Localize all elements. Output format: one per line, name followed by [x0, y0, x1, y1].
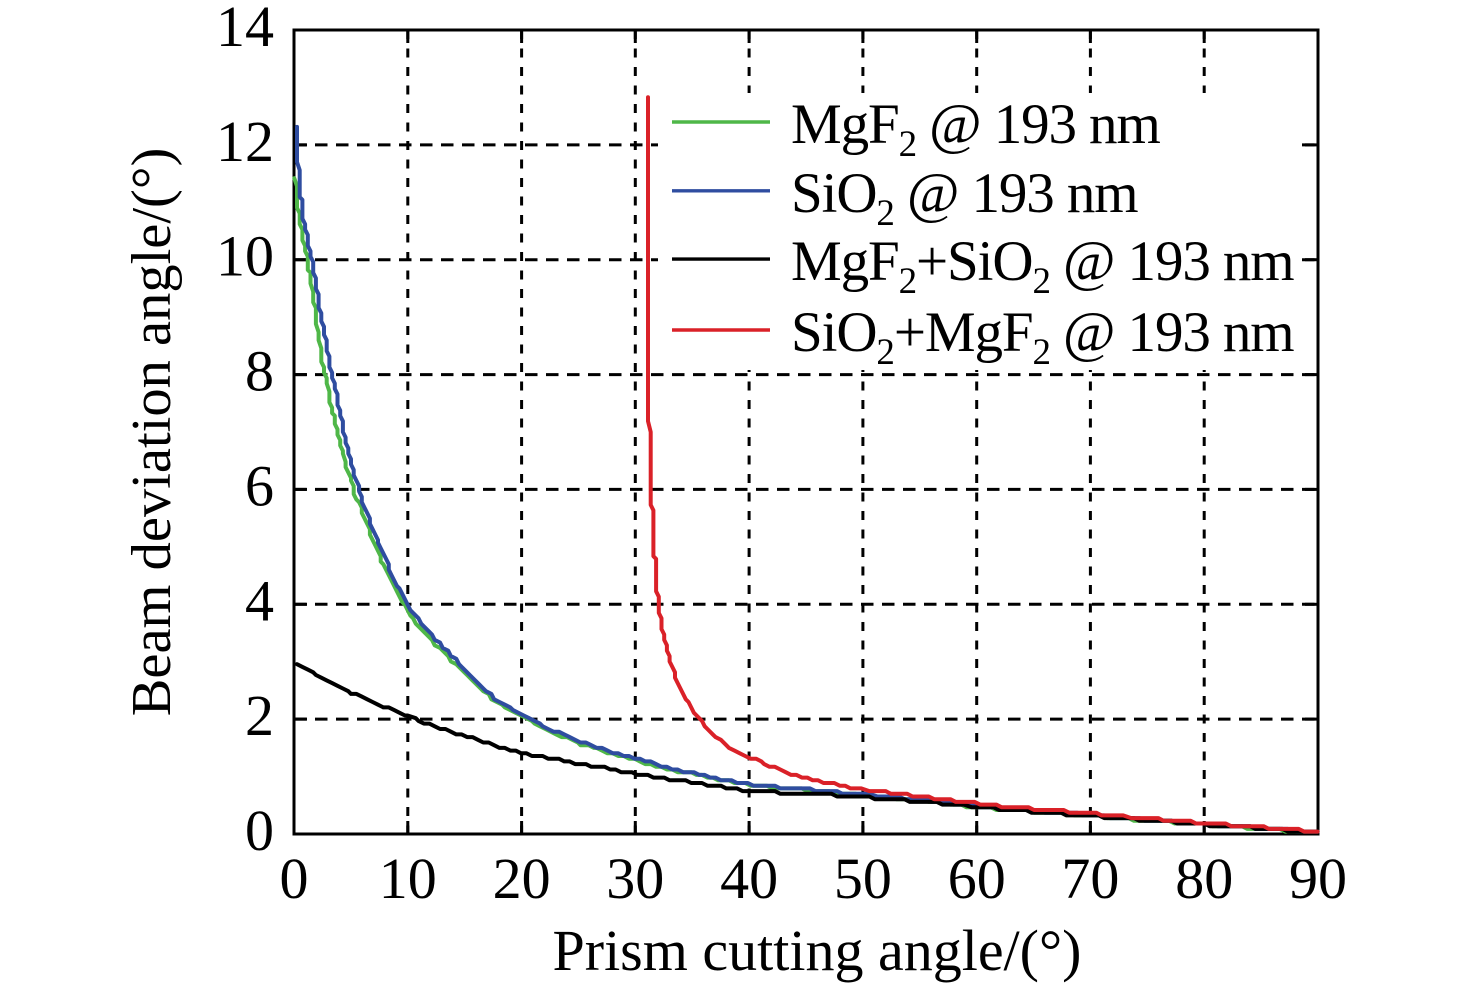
- svg-text:Prism cutting angle/(°): Prism cutting angle/(°): [553, 918, 1082, 983]
- svg-text:0: 0: [245, 798, 274, 863]
- svg-text:10: 10: [379, 846, 437, 911]
- svg-text:Beam deviation angle/(°): Beam deviation angle/(°): [121, 148, 183, 717]
- svg-text:SiO2 @ 193 nm: SiO2 @ 193 nm: [791, 162, 1138, 234]
- svg-text:14: 14: [216, 0, 274, 59]
- svg-text:12: 12: [216, 109, 274, 174]
- svg-text:6: 6: [245, 453, 274, 518]
- svg-text:90: 90: [1289, 846, 1347, 911]
- svg-text:MgF2 @ 193 nm: MgF2 @ 193 nm: [791, 93, 1160, 165]
- svg-text:2: 2: [245, 683, 274, 748]
- svg-text:8: 8: [245, 339, 274, 404]
- svg-text:70: 70: [1061, 846, 1119, 911]
- svg-text:50: 50: [834, 846, 892, 911]
- svg-text:30: 30: [606, 846, 664, 911]
- svg-text:20: 20: [493, 846, 551, 911]
- svg-text:0: 0: [280, 846, 309, 911]
- svg-text:4: 4: [245, 568, 274, 633]
- svg-text:80: 80: [1175, 846, 1233, 911]
- svg-text:40: 40: [720, 846, 778, 911]
- svg-text:10: 10: [216, 224, 274, 289]
- svg-text:60: 60: [948, 846, 1006, 911]
